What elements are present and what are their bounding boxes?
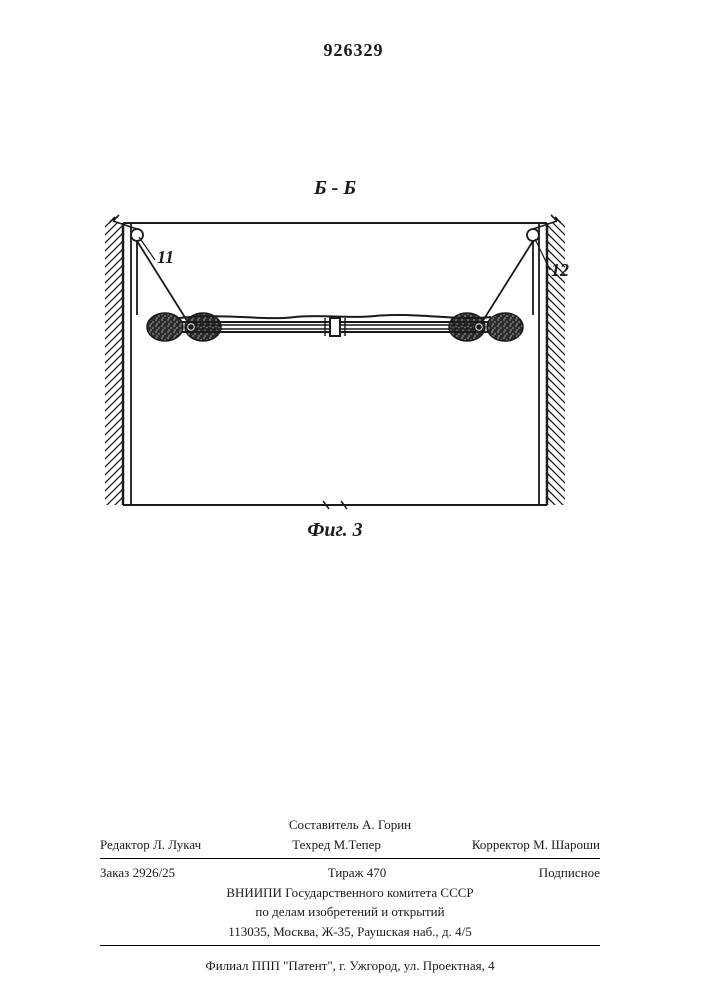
- org-line-2: по делам изобретений и открытий: [100, 902, 600, 922]
- techred-name: М.Тепер: [334, 837, 381, 852]
- tirazh-label: Тираж: [328, 865, 364, 880]
- branch-line: Филиал ППП "Патент", г. Ужгород, ул. Про…: [100, 956, 600, 976]
- order-label: Заказ: [100, 865, 129, 880]
- compiler-name: А. Горин: [362, 817, 411, 832]
- tirazh-value: 470: [367, 865, 387, 880]
- editor-label: Редактор: [100, 837, 150, 852]
- figure-caption: Фиг. 3: [95, 519, 575, 542]
- order-value: 2926/25: [133, 865, 176, 880]
- corrector-name: М. Шароши: [533, 837, 600, 852]
- org-address: 113035, Москва, Ж-35, Раушская наб., д. …: [100, 922, 600, 942]
- callout-12: 12: [551, 260, 569, 281]
- org-line-1: ВНИИПИ Государственного комитета СССР: [100, 883, 600, 903]
- techred-label: Техред: [292, 837, 330, 852]
- callout-11: 11: [157, 247, 174, 268]
- divider: [100, 945, 600, 946]
- corrector-label: Корректор: [472, 837, 530, 852]
- section-label: Б - Б: [95, 177, 575, 200]
- divider: [100, 858, 600, 859]
- figure-3: Б - Б: [95, 205, 575, 510]
- podpisnoe: Подписное: [539, 863, 600, 883]
- patent-number: 926329: [0, 40, 707, 61]
- compiler-label: Составитель: [289, 817, 359, 832]
- imprint-block: Составитель А. Горин Редактор Л. Лукач Т…: [100, 815, 600, 976]
- editor-name: Л. Лукач: [153, 837, 201, 852]
